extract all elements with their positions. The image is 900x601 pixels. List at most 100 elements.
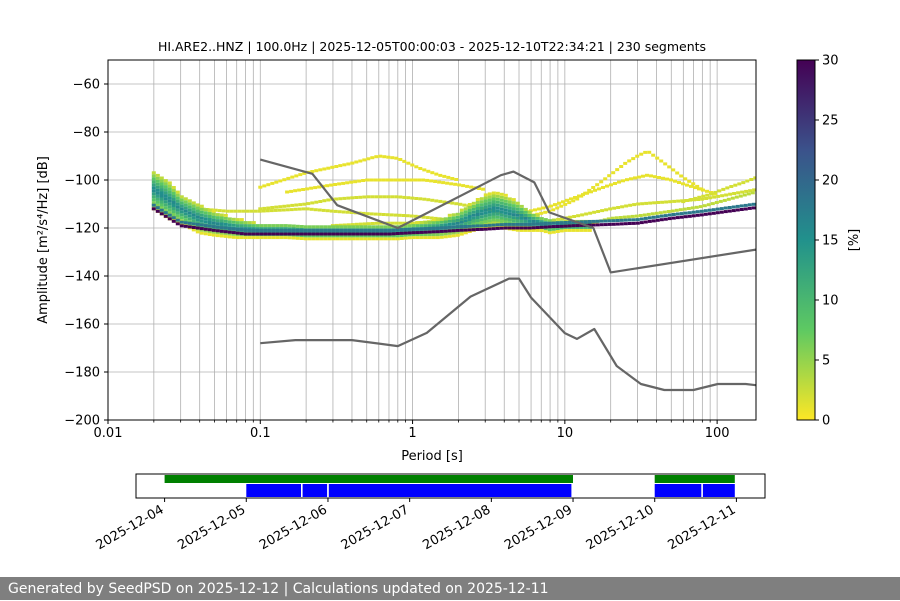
psd-cell: [725, 186, 730, 190]
psd-cell: [315, 237, 320, 241]
psd-cell: [327, 228, 332, 232]
psd-cell: [535, 228, 540, 232]
psd-cell: [367, 234, 372, 238]
psd-cell: [523, 222, 528, 226]
psd-cell: [347, 225, 352, 229]
psd-cell: [262, 206, 267, 210]
psd-cell: [499, 226, 504, 230]
psd-cell: [305, 187, 310, 191]
psd-cell: [438, 173, 443, 177]
psd-cell: [503, 220, 508, 224]
psd-cell: [606, 217, 611, 221]
psd-cell: [211, 225, 216, 229]
psd-cell: [503, 196, 508, 200]
psd-cell: [719, 207, 724, 211]
psd-cell: [191, 216, 196, 220]
psd-cell: [279, 224, 284, 228]
psd-cell: [335, 225, 340, 229]
psd-cell: [243, 221, 248, 225]
psd-cell: [535, 216, 540, 220]
timeline-tick-label: 2025-12-09: [502, 502, 575, 553]
psd-cell: [355, 225, 360, 229]
psd-cell: [207, 209, 212, 212]
psd-cell: [637, 175, 641, 179]
psd-cell: [413, 214, 418, 218]
psd-cell: [735, 208, 740, 212]
psd-cell: [370, 222, 375, 225]
psd-cell: [167, 190, 172, 194]
psd-cell: [346, 223, 351, 227]
psd-cell: [410, 221, 415, 225]
psd-cell: [163, 197, 168, 201]
noise-model-curves: [260, 158, 756, 392]
psd-cell: [447, 213, 452, 217]
psd-cell: [580, 213, 585, 217]
psd-cell: [443, 226, 448, 230]
timeline-segment: [654, 484, 702, 497]
psd-cell: [527, 216, 532, 220]
psd-cell: [347, 234, 352, 238]
psd-cell: [503, 214, 508, 218]
psd-cell: [569, 197, 573, 201]
psd-cell: [370, 156, 375, 160]
psd-cell: [665, 177, 669, 181]
psd-cell: [307, 234, 312, 238]
psd-cell: [531, 228, 536, 232]
psd-cell: [303, 237, 308, 241]
psd-cell: [179, 204, 184, 208]
psd-cell: [563, 222, 568, 226]
psd-cell: [687, 214, 692, 218]
psd-cell: [361, 179, 366, 182]
psd-cell: [471, 216, 476, 220]
psd-cell: [658, 211, 663, 215]
psd-cell: [235, 224, 240, 228]
psd-cell: [223, 216, 228, 220]
psd-cell: [717, 189, 722, 193]
psd-cell: [406, 196, 411, 200]
psd-cell: [603, 177, 608, 181]
psd-cell: [701, 188, 705, 192]
psd-cell: [683, 211, 688, 215]
psd-cell: [585, 191, 589, 195]
psd-cell: [383, 232, 388, 236]
psd-cell: [358, 195, 363, 199]
psd-cell: [285, 190, 290, 194]
psd-cell: [615, 219, 620, 222]
psd-cell: [426, 198, 431, 202]
psd-cell: [471, 207, 476, 211]
psd-cell: [219, 226, 224, 230]
psd-cell: [636, 202, 641, 206]
psd-cell: [673, 179, 677, 183]
psd-cell: [519, 228, 524, 232]
psd-cell: [681, 200, 686, 204]
footer-text: Generated by SeedPSD on 2025-12-12 | Cal…: [8, 581, 549, 597]
psd-cell: [682, 207, 687, 211]
psd-cell: [515, 210, 520, 214]
psd-cell: [431, 226, 436, 230]
psd-cell: [363, 228, 368, 232]
noise-model-line: [260, 158, 756, 274]
timeline-tick-label: 2025-12-10: [584, 502, 657, 553]
psd-cell: [343, 232, 348, 236]
psd-cell: [342, 196, 347, 200]
psd-cell: [175, 220, 180, 224]
psd-cell: [551, 225, 556, 229]
psd-cell: [459, 232, 464, 236]
psd-cell: [159, 208, 164, 212]
psd-cell: [467, 230, 472, 233]
psd-cell: [319, 225, 324, 229]
psd-cell: [171, 192, 176, 195]
psd-cell: [407, 231, 412, 235]
psd-cell: [203, 217, 208, 221]
psd-cell: [471, 228, 476, 232]
psd-cell: [539, 220, 544, 224]
psd-cell: [358, 222, 363, 226]
psd-cell: [495, 212, 500, 216]
psd-cell: [507, 222, 512, 226]
psd-cell: [646, 212, 651, 216]
psd-cell: [270, 181, 275, 185]
psd-cell: [419, 230, 424, 234]
psd-cell: [298, 203, 303, 207]
psd-cell: [299, 237, 304, 240]
